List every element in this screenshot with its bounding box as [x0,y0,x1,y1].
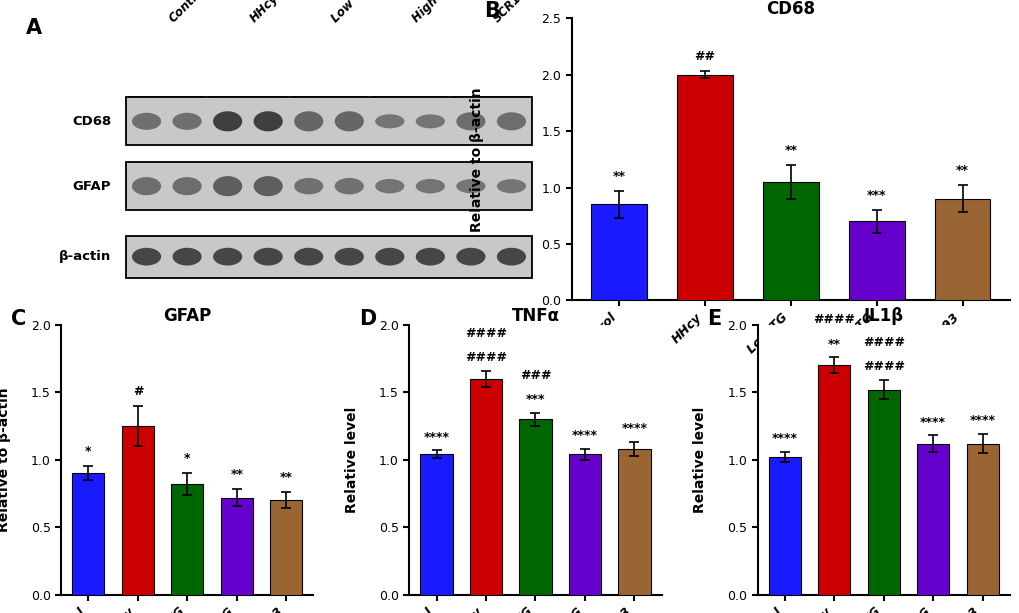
Bar [618,449,650,595]
Text: ####: #### [862,360,904,373]
FancyBboxPatch shape [126,97,531,145]
Bar [817,365,850,595]
Bar [72,473,104,595]
Text: Low TG: Low TG [329,0,372,25]
Text: ####: #### [812,313,854,326]
Text: SCR1693: SCR1693 [491,0,541,25]
Bar [848,221,904,300]
Text: **: ** [230,468,244,481]
Text: ****: **** [621,422,647,435]
Text: D: D [359,309,376,329]
Ellipse shape [293,111,323,131]
Ellipse shape [254,111,282,131]
Text: HHcy: HHcy [248,0,281,25]
Title: IL1β: IL1β [863,306,903,325]
Ellipse shape [375,248,404,265]
Ellipse shape [172,113,202,130]
Bar [121,426,154,595]
Bar [762,182,818,300]
Text: **: ** [826,338,840,351]
Ellipse shape [334,248,364,265]
Ellipse shape [213,248,242,265]
Text: B: B [484,1,499,21]
Ellipse shape [375,114,404,128]
Text: CD68: CD68 [72,115,111,128]
Text: ****: **** [969,414,995,427]
Bar [569,454,600,595]
Y-axis label: Relative level: Relative level [344,406,359,513]
Bar [519,419,551,595]
Ellipse shape [334,178,364,194]
Text: ####: #### [465,351,506,364]
Text: ####: #### [465,327,506,340]
Ellipse shape [131,248,161,265]
Ellipse shape [131,113,161,130]
Text: Control: Control [167,0,210,25]
FancyBboxPatch shape [126,235,531,278]
Text: ****: **** [919,416,946,428]
FancyBboxPatch shape [126,162,531,210]
Bar [171,484,203,595]
Ellipse shape [293,178,323,194]
Text: #: # [132,385,143,398]
Text: E: E [706,309,720,329]
Ellipse shape [334,111,364,131]
Text: A: A [25,18,42,39]
Title: TNFα: TNFα [511,306,559,325]
Text: ****: **** [771,432,797,445]
Text: ###: ### [520,368,550,381]
Text: *: * [85,446,92,459]
Title: CD68: CD68 [765,0,814,18]
Ellipse shape [455,179,485,193]
Ellipse shape [213,111,242,131]
Text: **: ** [955,164,968,177]
Bar [966,444,998,595]
Text: ****: **** [423,430,449,444]
Bar [768,457,800,595]
Ellipse shape [455,112,485,131]
Bar [591,205,646,300]
Text: ***: *** [525,393,545,406]
Bar [933,199,989,300]
Text: ####: #### [862,336,904,349]
Ellipse shape [455,248,485,265]
Text: *: * [183,452,191,465]
Ellipse shape [293,248,323,265]
Bar [270,500,302,595]
Ellipse shape [172,248,202,265]
Ellipse shape [416,179,444,194]
Bar [916,444,949,595]
Bar [470,379,501,595]
Title: GFAP: GFAP [163,306,211,325]
Text: **: ** [279,471,292,484]
Text: ***: *** [866,189,886,202]
Ellipse shape [254,176,282,196]
Ellipse shape [254,248,282,265]
Text: C: C [11,309,25,329]
Y-axis label: Relative level: Relative level [692,406,706,513]
Bar [677,75,733,300]
Text: β-actin: β-actin [59,250,111,263]
Bar [220,498,253,595]
Ellipse shape [496,112,526,131]
Ellipse shape [172,177,202,195]
Ellipse shape [213,176,242,196]
Bar [867,390,899,595]
Ellipse shape [416,114,444,128]
Ellipse shape [496,248,526,265]
Text: **: ** [784,143,797,156]
Text: **: ** [612,170,625,183]
Y-axis label: Relative to β-actin: Relative to β-actin [470,87,484,232]
Text: ##: ## [694,50,714,63]
Ellipse shape [131,177,161,195]
Y-axis label: Relative to β-actin: Relative to β-actin [0,387,11,532]
Ellipse shape [496,179,526,193]
Text: ****: **** [572,429,597,442]
Ellipse shape [375,179,404,194]
Bar [420,454,452,595]
Text: High TG: High TG [410,0,455,25]
Text: GFAP: GFAP [72,180,111,192]
Ellipse shape [416,248,444,265]
